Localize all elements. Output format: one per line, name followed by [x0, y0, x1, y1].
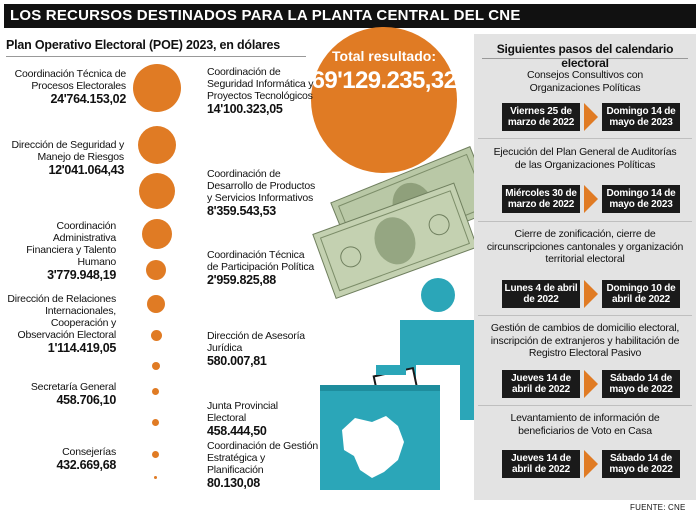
subtitle-underline — [6, 56, 306, 57]
page-title: LOS RECURSOS DESTINADOS PARA LA PLANTA C… — [4, 4, 696, 28]
step-2-end-date: Domingo 10 de abril de 2022 — [602, 280, 680, 308]
step-divider — [478, 405, 692, 406]
poe-item-8: Secretaría General 458.706,10 — [6, 381, 116, 408]
poe-item-amount: 432.669,68 — [56, 458, 116, 472]
steps-title: Siguientes pasos del calendario electora… — [496, 42, 674, 70]
poe-item-1: Coordinación de Seguridad Informática y … — [207, 66, 317, 117]
step-3-text: Gestión de cambios de domicilio electora… — [490, 322, 680, 359]
poe-subtitle: Plan Operativo Electoral (POE) 2023, en … — [6, 38, 281, 52]
bubble-6 — [151, 330, 162, 341]
total-value: 69'129.235,32 — [311, 67, 457, 94]
poe-item-5: Coordinación Técnica de Participación Po… — [207, 249, 317, 288]
poe-item-9: Junta Provincial Electoral 458.444,50 — [207, 400, 317, 439]
step-0-start-date: Viernes 25 de marzo de 2022 — [502, 103, 580, 131]
poe-item-amount: 8'359.543,53 — [207, 204, 276, 218]
step-divider — [478, 221, 692, 222]
step-4-start-date: Jueves 14 de abril de 2022 — [502, 450, 580, 478]
bubble-5 — [147, 295, 165, 313]
voter-head-icon — [421, 278, 455, 312]
poe-item-0: Coordinación Técnica de Procesos Elector… — [6, 68, 127, 107]
arrow-icon — [584, 103, 598, 131]
poe-item-name: Coordinación de Seguridad Informática y … — [207, 66, 314, 102]
source-credit: FUENTE: CNE — [630, 503, 686, 512]
poe-item-amount: 14'100.323,05 — [207, 102, 283, 116]
poe-item-name: Coordinación Técnica de Participación Po… — [207, 249, 315, 273]
poe-item-name: Coordinación Técnica de Procesos Elector… — [14, 68, 127, 92]
bubble-10 — [152, 451, 159, 458]
poe-item-name: Coordinación de Gestión Estratégica y Pl… — [207, 440, 318, 476]
poe-item-name: Consejerías — [62, 446, 116, 458]
poe-item-name: Junta Provincial Electoral — [207, 400, 278, 424]
total-circle — [311, 27, 457, 173]
bubble-8 — [152, 388, 159, 395]
step-divider — [478, 315, 692, 316]
poe-item-amount: 458.444,50 — [207, 424, 267, 438]
step-0-text: Consejos Consultivos con Organizaciones … — [526, 69, 643, 94]
poe-item-name: Coordinación de Desarrollo de Productos … — [207, 168, 316, 204]
step-1-text: Ejecución del Plan General de Auditorías… — [493, 146, 677, 171]
poe-item-amount: 1'114.419,05 — [47, 341, 117, 355]
voter-body-icon — [400, 320, 476, 420]
bubble-7 — [152, 362, 160, 370]
bubble-2 — [139, 173, 175, 209]
arrow-icon — [584, 185, 598, 213]
bubble-4 — [146, 260, 166, 280]
poe-item-name: Coordinación Administrativa Financiera y… — [26, 220, 116, 268]
banknote-icon — [312, 182, 478, 300]
bubble-9 — [152, 419, 159, 426]
poe-item-4: Coordinación Administrativa Financiera y… — [6, 220, 116, 283]
poe-item-amount: 80.130,08 — [207, 476, 260, 490]
step-2-start-date: Lunes 4 de abril de 2022 — [502, 280, 580, 308]
poe-item-10: Consejerías 432.669,68 — [6, 446, 116, 473]
poe-item-name: Dirección de Relaciones Internacionales,… — [7, 293, 116, 341]
poe-item-6: Dirección de Relaciones Internacionales,… — [6, 293, 116, 356]
arrow-icon — [584, 450, 598, 478]
bubble-11 — [154, 476, 157, 479]
step-2-text: Cierre de zonificación, cierre de circun… — [486, 228, 684, 265]
step-0-end-date: Domingo 14 de mayo de 2023 — [602, 103, 680, 131]
poe-item-name: Secretaría General — [30, 381, 116, 393]
poe-item-amount: 458.706,10 — [56, 393, 116, 407]
step-divider — [478, 138, 692, 139]
poe-item-amount: 2'959.825,88 — [207, 273, 276, 287]
poe-item-amount: 12'041.064,43 — [48, 163, 124, 177]
step-1-start-date: Miércoles 30 de marzo de 2022 — [502, 185, 580, 213]
step-4-end-date: Sábado 14 de mayo de 2022 — [602, 450, 680, 478]
poe-item-11: Coordinación de Gestión Estratégica y Pl… — [207, 440, 319, 491]
arrow-icon — [584, 370, 598, 398]
steps-underline — [482, 58, 688, 59]
arrow-icon — [584, 280, 598, 308]
poe-item-amount: 24'764.153,02 — [50, 92, 126, 106]
voting-illustration — [312, 146, 497, 490]
poe-item-7: Dirección de Asesoría Jurídica 580.007,8… — [207, 330, 317, 369]
poe-item-amount: 3'779.948,19 — [47, 268, 116, 282]
ecuador-map-icon — [342, 416, 404, 478]
step-3-end-date: Sábado 14 de mayo de 2022 — [602, 370, 680, 398]
poe-item-name: Dirección de Seguridad y Manejo de Riesg… — [11, 139, 124, 163]
step-3-start-date: Jueves 14 de abril de 2022 — [502, 370, 580, 398]
step-4-text: Levantamiento de información de benefici… — [510, 412, 660, 437]
poe-item-name: Dirección de Asesoría Jurídica — [207, 330, 305, 354]
poe-item-amount: 580.007,81 — [207, 354, 267, 368]
poe-item-2: Dirección de Seguridad y Manejo de Riesg… — [6, 139, 124, 178]
total-label: Total resultado: — [332, 48, 436, 64]
step-1-end-date: Domingo 14 de mayo de 2023 — [602, 185, 680, 213]
bubble-3 — [142, 219, 172, 249]
bubble-0 — [133, 64, 181, 112]
bubble-1 — [138, 126, 176, 164]
poe-item-3: Coordinación de Desarrollo de Productos … — [207, 168, 317, 219]
